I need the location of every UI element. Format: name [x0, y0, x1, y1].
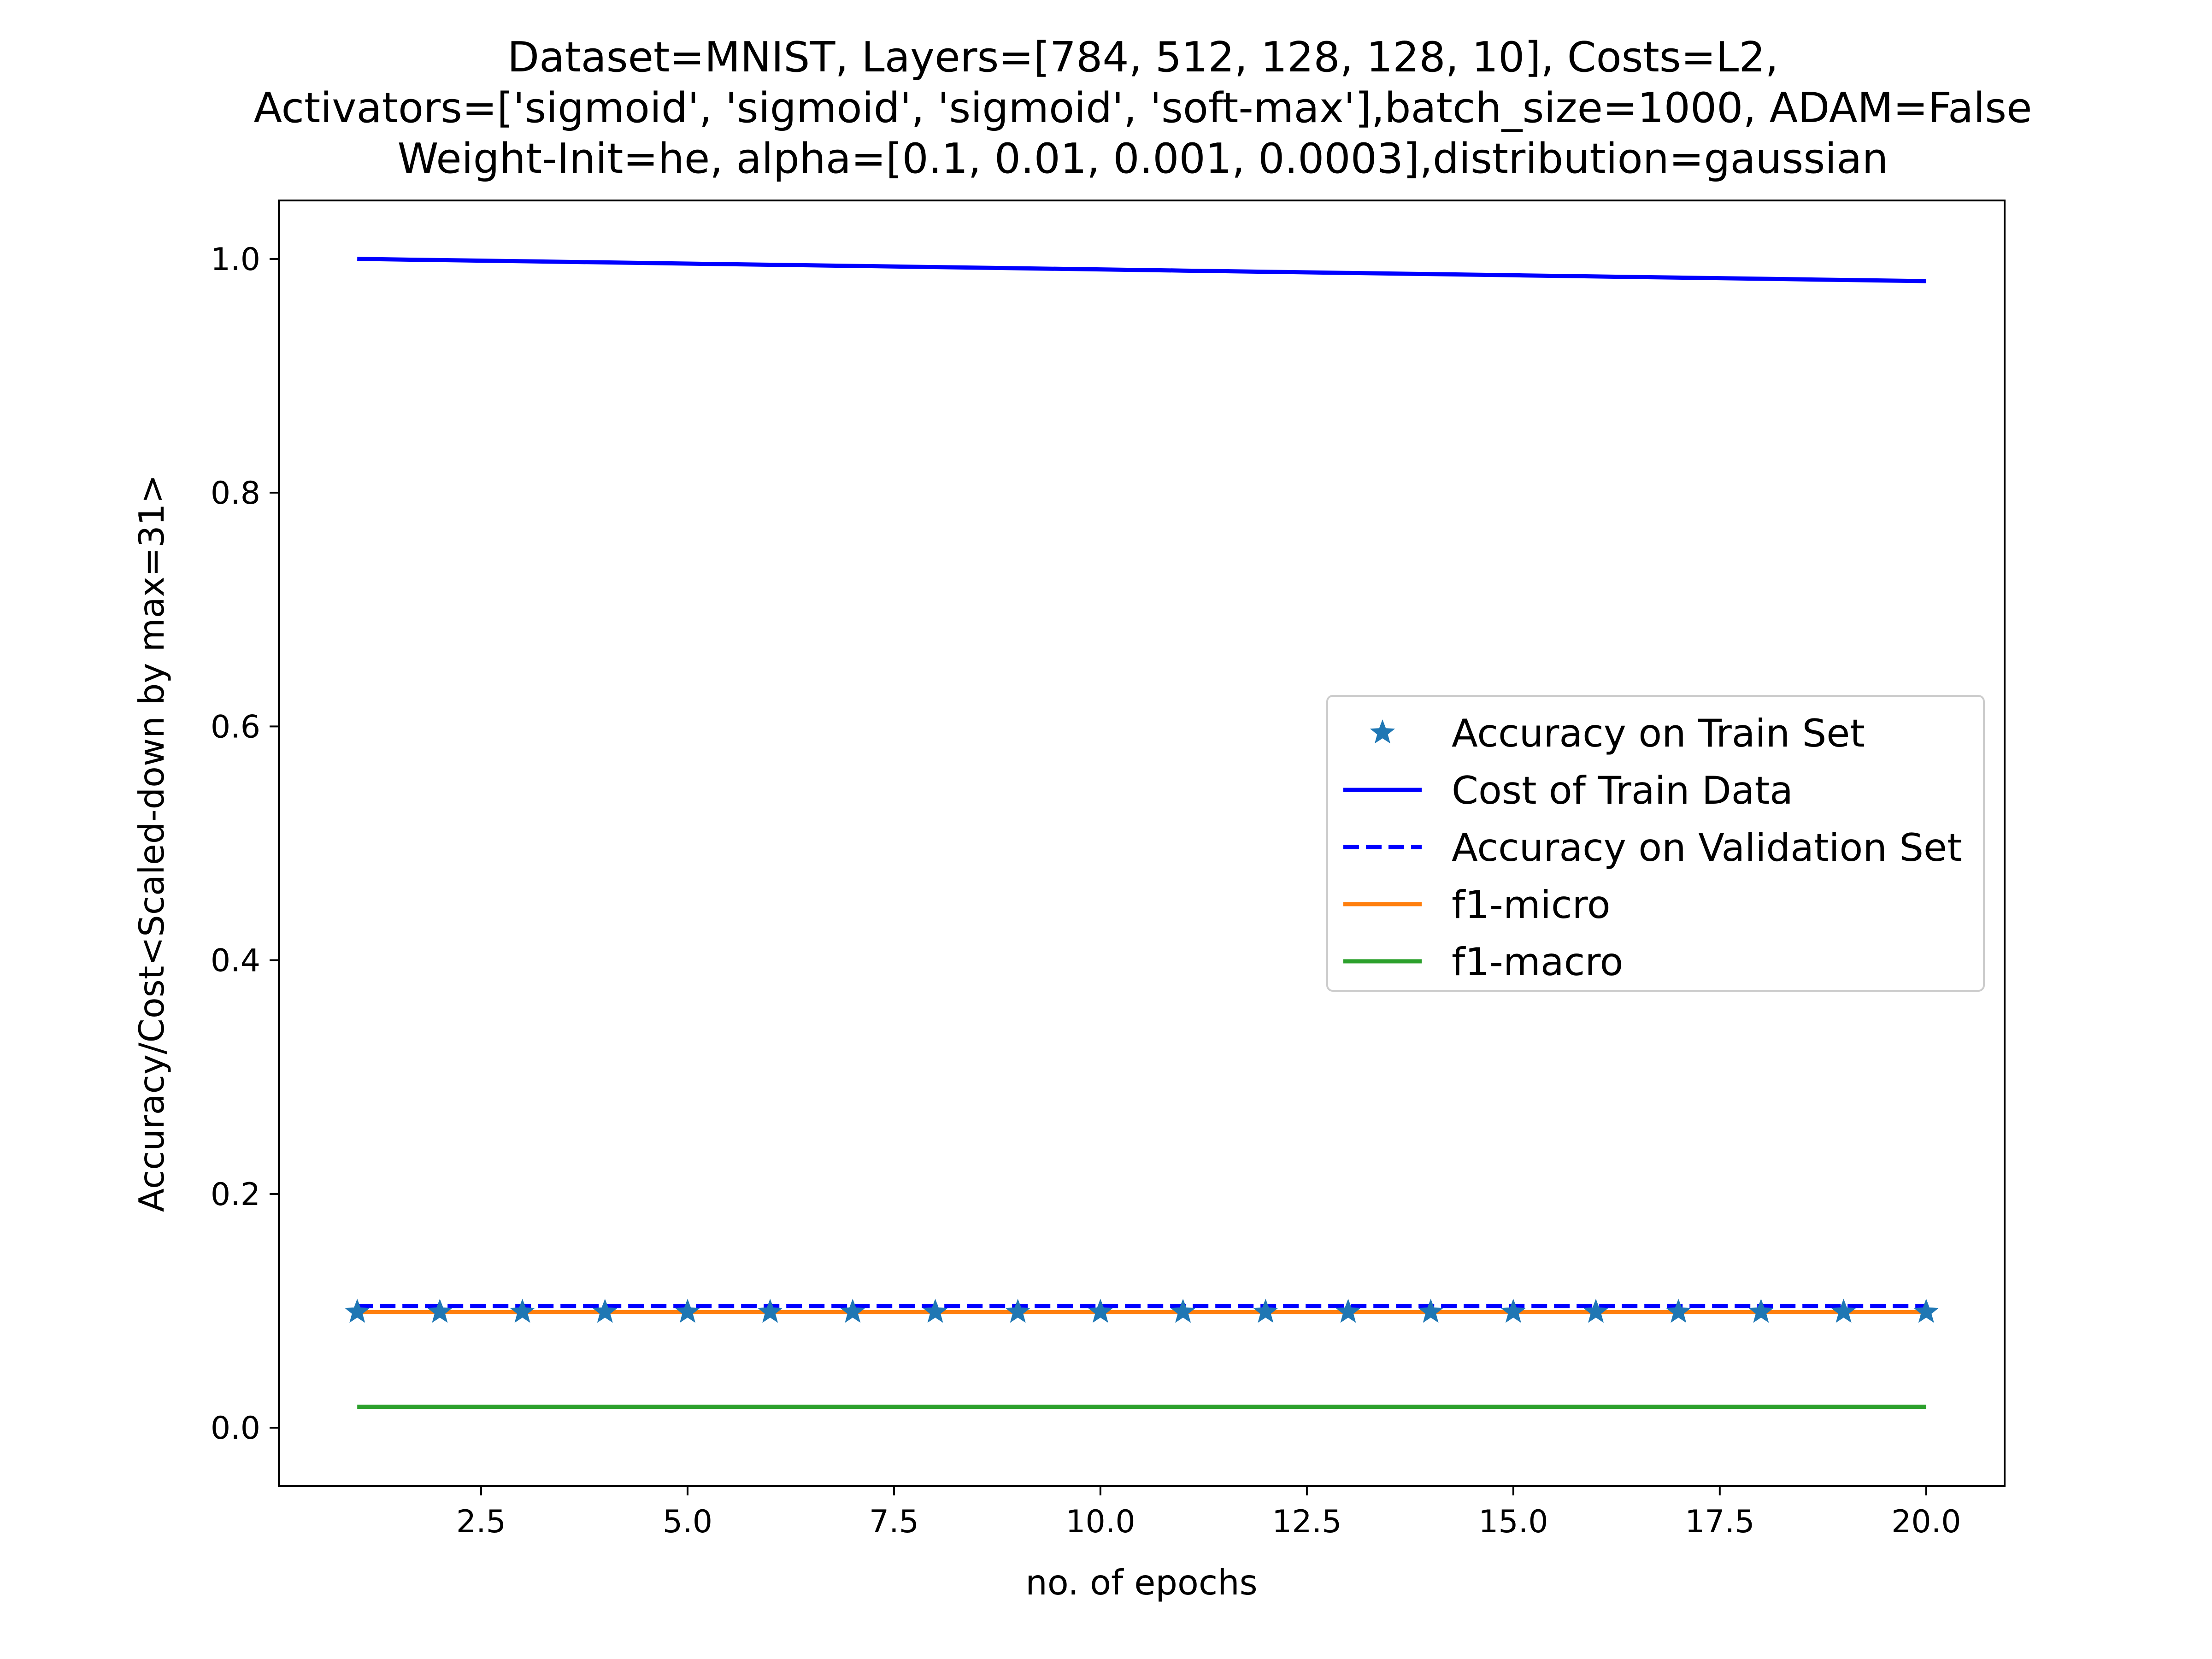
data-point	[1500, 1299, 1526, 1323]
legend-label: Accuracy on Validation Set	[1452, 825, 1962, 870]
x-axis-label: no. of epochs	[1025, 1562, 1257, 1603]
x-tick-label: 2.5	[456, 1504, 506, 1540]
data-point	[1253, 1299, 1278, 1323]
series-cost-of-train-data	[357, 257, 1926, 283]
data-point	[510, 1299, 535, 1323]
legend: Accuracy on Train Set Cost of Train Data A…	[1326, 695, 1985, 992]
x-tick-label: 15.0	[1478, 1504, 1548, 1540]
series-layer	[344, 257, 1939, 1409]
legend-label: Accuracy on Train Set	[1452, 711, 1865, 756]
data-point	[592, 1299, 618, 1323]
chart-title: Dataset=MNIST, Layers=[784, 512, 128, 12…	[254, 33, 2032, 183]
data-point	[1005, 1299, 1031, 1323]
y-tick-label: 0.0	[211, 1410, 260, 1447]
legend-item-f1-micro: f1-micro	[1343, 882, 1611, 927]
legend-item-accuracy-on-validation-set: Accuracy on Validation Set	[1343, 825, 1962, 870]
data-point	[1831, 1299, 1856, 1323]
data-point	[1170, 1299, 1196, 1323]
data-point	[757, 1299, 783, 1323]
series-accuracy-on-train-set	[344, 1299, 1939, 1323]
data-point	[923, 1299, 948, 1323]
data-point	[1088, 1299, 1113, 1323]
data-point	[1748, 1299, 1774, 1323]
x-tick-label: 12.5	[1272, 1504, 1341, 1540]
legend-box	[1326, 695, 1985, 992]
y-tick-label: 0.4	[211, 943, 260, 979]
data-point	[840, 1299, 865, 1323]
y-tick-label: 0.6	[211, 709, 260, 745]
data-point	[427, 1299, 453, 1323]
y-tick-label: 1.0	[211, 241, 260, 278]
title-line-2: Activators=['sigmoid', 'sigmoid', 'sigmo…	[254, 84, 2032, 132]
y-tick-label: 0.2	[211, 1177, 260, 1213]
series-line	[357, 257, 1926, 283]
y-axis-ticks: 0.0 0.2 0.4 0.6 0.8 1.0	[211, 241, 279, 1447]
x-tick-label: 10.0	[1065, 1504, 1135, 1540]
data-point	[1583, 1299, 1609, 1323]
x-tick-label: 20.0	[1891, 1504, 1961, 1540]
y-axis-label: Accuracy/Cost<Scaled-down by max=31>	[131, 475, 172, 1212]
legend-swatch	[1370, 719, 1395, 744]
x-tick-label: 17.5	[1685, 1504, 1754, 1540]
legend-item-f1-macro: f1-macro	[1343, 940, 1623, 984]
legend-label: f1-micro	[1452, 882, 1611, 927]
data-point	[1665, 1299, 1691, 1323]
data-point	[1418, 1299, 1444, 1323]
title-line-3: Weight-Init=he, alpha=[0.1, 0.01, 0.001,…	[398, 135, 1888, 183]
title-line-1: Dataset=MNIST, Layers=[784, 512, 128, 12…	[507, 33, 1778, 82]
data-point	[1335, 1299, 1361, 1323]
legend-items: Accuracy on Train Set Cost of Train Data A…	[1343, 711, 1962, 984]
x-tick-label: 5.0	[663, 1504, 712, 1540]
data-point	[1913, 1299, 1939, 1323]
data-point	[344, 1299, 370, 1323]
legend-label: f1-macro	[1452, 940, 1623, 984]
legend-item-accuracy-on-train-set: Accuracy on Train Set	[1370, 711, 1865, 756]
x-tick-label: 7.5	[869, 1504, 919, 1540]
legend-label: Cost of Train Data	[1452, 768, 1793, 813]
legend-item-cost-of-train-data: Cost of Train Data	[1343, 768, 1793, 813]
y-tick-label: 0.8	[211, 475, 260, 512]
plot-frame	[278, 200, 2006, 1487]
x-axis-ticks: 2.5 5.0 7.5 10.0 12.5 15.0 17.5 20.0	[456, 1486, 1961, 1540]
data-point	[675, 1299, 700, 1323]
